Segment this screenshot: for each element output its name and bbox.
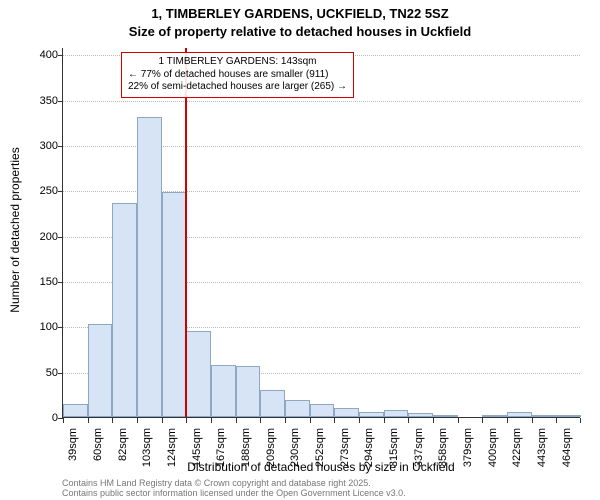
annotation-line: ← 77% of detached houses are smaller (91…	[128, 69, 347, 82]
chart-title: 1, TIMBERLEY GARDENS, UCKFIELD, TN22 5SZ	[0, 6, 600, 21]
chart-container: { "chart": { "type": "histogram", "title…	[0, 0, 600, 500]
histogram-bar	[433, 415, 458, 417]
x-tick-label: 230sqm	[289, 428, 301, 478]
histogram-bar	[211, 365, 236, 417]
x-tick-label: 337sqm	[413, 428, 425, 478]
x-tick-label: 294sqm	[363, 428, 375, 478]
histogram-bar	[384, 410, 409, 417]
x-tick-label: 358sqm	[437, 428, 449, 478]
x-tick-label: 252sqm	[314, 428, 326, 478]
x-tick-mark	[310, 418, 311, 423]
x-tick-label: 464sqm	[561, 428, 573, 478]
histogram-bar	[236, 366, 261, 417]
x-tick-mark	[359, 418, 360, 423]
x-tick-label: 209sqm	[265, 428, 277, 478]
annotation-box: 1 TIMBERLEY GARDENS: 143sqm← 77% of deta…	[121, 52, 354, 98]
y-tick-label: 0	[10, 412, 58, 424]
x-tick-label: 39sqm	[67, 428, 79, 478]
x-tick-mark	[580, 418, 581, 423]
histogram-bar	[408, 413, 433, 417]
histogram-bar	[88, 324, 113, 417]
x-tick-mark	[408, 418, 409, 423]
histogram-bar	[260, 390, 285, 417]
x-tick-label: 379sqm	[462, 428, 474, 478]
y-tick-mark	[58, 373, 63, 374]
x-tick-mark	[556, 418, 557, 423]
x-tick-mark	[162, 418, 163, 423]
x-tick-label: 124sqm	[166, 428, 178, 478]
x-tick-label: 103sqm	[141, 428, 153, 478]
y-tick-label: 150	[10, 276, 58, 288]
x-tick-mark	[458, 418, 459, 423]
y-tick-label: 200	[10, 231, 58, 243]
histogram-bar	[63, 404, 88, 417]
y-tick-mark	[58, 55, 63, 56]
x-tick-mark	[334, 418, 335, 423]
histogram-bar	[137, 117, 162, 417]
footer-line-1: Contains HM Land Registry data © Crown c…	[62, 478, 406, 488]
x-tick-mark	[532, 418, 533, 423]
x-tick-mark	[260, 418, 261, 423]
plot-area: 1 TIMBERLEY GARDENS: 143sqm← 77% of deta…	[62, 48, 580, 418]
annotation-line: 1 TIMBERLEY GARDENS: 143sqm	[128, 56, 347, 69]
chart-subtitle: Size of property relative to detached ho…	[0, 24, 600, 39]
x-tick-label: 400sqm	[487, 428, 499, 478]
y-tick-mark	[58, 191, 63, 192]
x-tick-label: 315sqm	[388, 428, 400, 478]
x-tick-label: 60sqm	[92, 428, 104, 478]
y-tick-label: 350	[10, 95, 58, 107]
histogram-bar	[334, 408, 359, 417]
x-tick-mark	[285, 418, 286, 423]
x-tick-mark	[384, 418, 385, 423]
y-tick-label: 400	[10, 49, 58, 61]
histogram-bar	[482, 415, 507, 417]
chart-footer: Contains HM Land Registry data © Crown c…	[62, 478, 406, 499]
y-tick-mark	[58, 101, 63, 102]
y-tick-label: 250	[10, 185, 58, 197]
histogram-bar	[112, 203, 137, 417]
histogram-bar	[507, 412, 532, 417]
x-tick-mark	[63, 418, 64, 423]
y-tick-label: 50	[10, 367, 58, 379]
x-tick-label: 188sqm	[240, 428, 252, 478]
x-tick-label: 443sqm	[536, 428, 548, 478]
histogram-bar	[532, 415, 557, 417]
histogram-bar	[162, 192, 187, 417]
x-tick-mark	[211, 418, 212, 423]
x-tick-label: 422sqm	[511, 428, 523, 478]
y-tick-mark	[58, 327, 63, 328]
x-tick-label: 82sqm	[117, 428, 129, 478]
x-tick-mark	[112, 418, 113, 423]
x-tick-mark	[137, 418, 138, 423]
histogram-bar	[310, 404, 335, 417]
gridline	[63, 101, 580, 102]
histogram-bar	[359, 412, 384, 417]
x-tick-mark	[433, 418, 434, 423]
x-tick-mark	[236, 418, 237, 423]
y-tick-label: 100	[10, 321, 58, 333]
histogram-bar	[556, 415, 581, 417]
y-tick-label: 300	[10, 140, 58, 152]
x-tick-mark	[88, 418, 89, 423]
y-tick-mark	[58, 282, 63, 283]
x-tick-label: 273sqm	[339, 428, 351, 478]
x-tick-label: 145sqm	[191, 428, 203, 478]
histogram-bar	[285, 400, 310, 417]
x-tick-label: 167sqm	[215, 428, 227, 478]
histogram-bar	[186, 331, 211, 417]
x-tick-mark	[482, 418, 483, 423]
y-tick-mark	[58, 146, 63, 147]
footer-line-2: Contains public sector information licen…	[62, 488, 406, 498]
x-tick-mark	[507, 418, 508, 423]
x-tick-mark	[186, 418, 187, 423]
reference-line	[185, 48, 187, 417]
y-tick-mark	[58, 237, 63, 238]
annotation-line: 22% of semi-detached houses are larger (…	[128, 81, 347, 94]
